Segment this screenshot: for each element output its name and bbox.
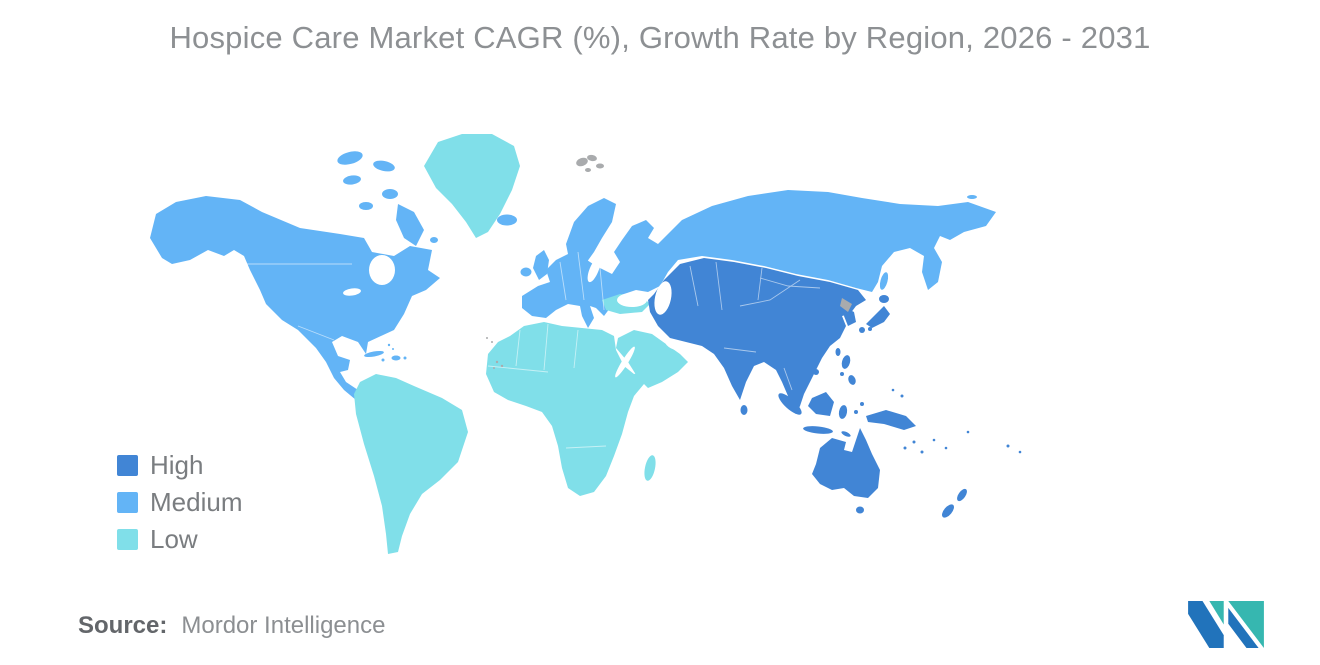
region-caribbean (364, 343, 407, 362)
source-line: Source: Mordor Intelligence (78, 612, 385, 640)
sea-overlays (343, 255, 679, 378)
legend-label-medium: Medium (150, 487, 243, 517)
region-arctic-islands (337, 151, 438, 246)
region-pacific-islands (891, 388, 1022, 454)
region-uk-ireland (520, 250, 549, 280)
region-svalbard (576, 154, 604, 172)
red-sea (615, 346, 635, 378)
great-lakes (343, 288, 361, 296)
black-sea (617, 293, 647, 307)
legend-label-low: Low (150, 524, 198, 554)
region-north-america (150, 196, 440, 408)
region-japan (859, 295, 890, 333)
hudson-bay (369, 255, 395, 285)
logo-monogram (1188, 601, 1264, 648)
region-asia-pacific-core (648, 258, 866, 414)
logo-right-teal-triangle (1228, 601, 1264, 648)
region-africa (486, 322, 656, 496)
legend-swatch-low (117, 528, 138, 550)
region-middle-east (616, 330, 688, 388)
baltic-sea (587, 257, 601, 283)
logo-left-blue-diagonal (1188, 601, 1224, 648)
country-borders (246, 251, 821, 449)
source-label: Source: (78, 612, 168, 639)
region-asia-islands (740, 348, 841, 415)
chart-title: Hospice Care Market CAGR (%), Growth Rat… (169, 20, 1151, 55)
region-new-zealand (942, 488, 967, 518)
region-south-america (354, 374, 468, 554)
region-south-korea (844, 308, 856, 326)
mordor-intelligence-logo (1188, 601, 1264, 648)
legend-swatch-medium (117, 491, 138, 513)
region-scandinavia (566, 198, 616, 272)
region-indonesia-philippines (778, 355, 916, 437)
region-iceland (497, 214, 517, 226)
caspian-sea (654, 281, 672, 315)
source-text: Mordor Intelligence (181, 612, 386, 639)
region-north-korea (840, 298, 852, 312)
legend-item-low: Low (117, 524, 242, 554)
region-atlantic-islands (486, 337, 504, 369)
region-greenland (424, 134, 520, 238)
region-australia (812, 428, 880, 514)
legend: High Medium Low (117, 450, 243, 554)
region-europe-russia (522, 190, 996, 328)
legend-item-medium: Medium (117, 487, 243, 517)
legend-swatch-high (117, 454, 138, 476)
legend-item-high: High (117, 450, 242, 480)
legend-label-high: High (150, 450, 204, 480)
persian-gulf (665, 342, 679, 350)
